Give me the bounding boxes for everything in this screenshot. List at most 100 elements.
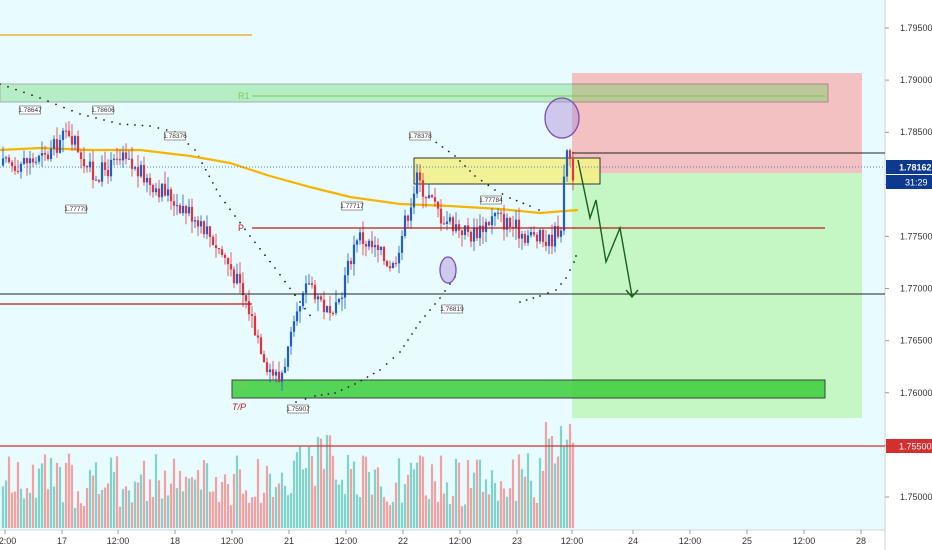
volume-bar [355, 494, 359, 528]
sar-dot [229, 208, 231, 211]
volume-bar [304, 467, 308, 528]
candle-body [115, 158, 119, 160]
highlight-price-label: 1.75500 [899, 442, 932, 452]
sar-dot [366, 376, 369, 378]
time-tick-label: 12:00 [561, 536, 584, 546]
candle-body [256, 335, 260, 338]
volume-bar [370, 494, 374, 528]
candle-body [190, 206, 194, 222]
volume-bar [394, 482, 398, 528]
volume-bar [121, 489, 125, 528]
sar-dot [165, 129, 168, 131]
volume-bar [331, 455, 335, 528]
volume-bar [151, 496, 155, 528]
candle-body [211, 236, 215, 246]
volume-bar [232, 473, 236, 528]
volume-bar [283, 485, 287, 528]
volume-bar [133, 481, 137, 528]
candle-body [121, 152, 125, 161]
candle-body [13, 165, 17, 171]
time-tick-label: 17 [57, 536, 67, 546]
candle-body [202, 221, 206, 235]
volume-bar [373, 469, 377, 528]
volume-bar [103, 487, 107, 528]
resistance-zone [413, 157, 601, 185]
candle-body [316, 296, 320, 300]
sar-dot [15, 88, 17, 91]
volume-bar [118, 506, 122, 528]
volume-bar [67, 453, 71, 528]
candle-body [514, 219, 518, 229]
volume-bar [421, 456, 425, 528]
volume-bar [88, 470, 92, 528]
candle-body [244, 295, 248, 302]
candle-body [385, 261, 389, 267]
volume-bar [289, 493, 293, 528]
volume-bar [241, 493, 245, 528]
volume-bar [220, 482, 224, 528]
candle-body [220, 249, 224, 255]
projection-path [577, 159, 633, 297]
candle-body [394, 263, 398, 265]
candle-body [406, 215, 410, 221]
sar-dot [407, 339, 409, 341]
sar-dot [309, 314, 311, 317]
volume-bar [493, 482, 497, 528]
volume-bar [16, 462, 20, 528]
candle-body [79, 152, 83, 160]
candle-body [82, 159, 86, 167]
candle-body [28, 158, 32, 164]
volume-bar [169, 483, 173, 528]
volume-bar [526, 453, 530, 528]
volume-bar [553, 463, 557, 528]
volume-bar [286, 495, 290, 528]
candle-body [319, 296, 323, 300]
volume-bar [514, 500, 518, 528]
candle-body [154, 188, 158, 193]
sar-dot [360, 379, 363, 382]
sar-dot [501, 193, 504, 195]
candle-body [268, 369, 272, 372]
volume-bar [502, 488, 506, 528]
sar-dot [47, 100, 49, 103]
volume-bar [310, 456, 314, 528]
candle-body [463, 225, 467, 235]
volume-bar [97, 494, 101, 528]
volume-bar [295, 452, 299, 528]
time-tick-label: 18 [170, 536, 180, 546]
sar-dot [0, 83, 1, 85]
sar-dot [494, 189, 496, 191]
candle-body [412, 193, 416, 208]
current-price-label: 1.78162 [899, 163, 932, 173]
candle-body [40, 153, 44, 156]
candle-body [166, 189, 170, 196]
r1-zone [0, 83, 829, 103]
volume-bar [523, 476, 527, 528]
volume-bar [73, 507, 77, 528]
sar-dot [340, 389, 343, 391]
sar-dot [334, 392, 336, 394]
candle-body [493, 212, 497, 217]
price-callouts: 1.78647 1.78606 1.78376 1.77779 1.78378 1.777… [18, 105, 503, 414]
candle-body [61, 130, 65, 140]
candle-body [16, 170, 20, 172]
sar-dot [219, 195, 221, 197]
candle-body [526, 235, 530, 243]
sar-dot [254, 241, 256, 244]
candle-body [298, 306, 302, 312]
volume-bar [334, 479, 338, 528]
candle-body [544, 241, 548, 246]
sar-dot [459, 160, 461, 162]
sar-dot [447, 150, 450, 153]
candle-body [400, 235, 404, 253]
volume-bar [466, 460, 470, 528]
time-axis-background [0, 530, 885, 550]
volume-bar [211, 491, 215, 528]
time-tick-label: 22 [398, 536, 408, 546]
volume-bar [148, 479, 152, 528]
price-callout-box [19, 105, 41, 115]
volume-bar [547, 438, 551, 528]
volume-bar [61, 502, 65, 528]
time-tick-label: 28 [856, 536, 866, 546]
